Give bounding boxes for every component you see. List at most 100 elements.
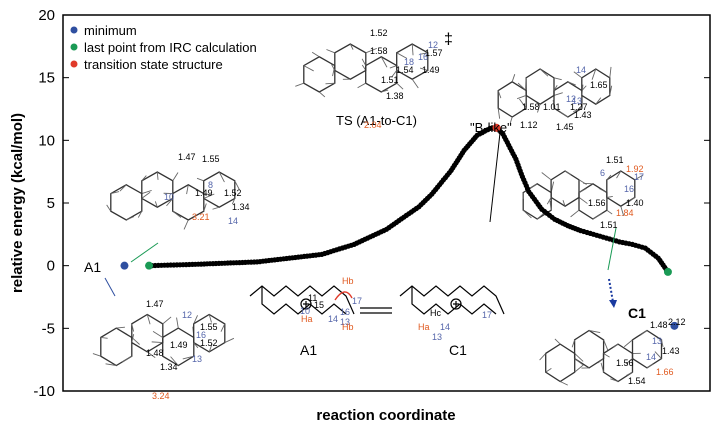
point-transition-state bbox=[492, 123, 501, 132]
bond-length-label: 10 bbox=[300, 306, 310, 316]
bond-length-label: 1.27 bbox=[570, 102, 588, 112]
bond-length-label: 1.51 bbox=[381, 75, 399, 85]
y-tick-label: 20 bbox=[38, 7, 55, 24]
bond-length-label: 10 bbox=[164, 192, 174, 202]
bond-length-label: 1.34 bbox=[232, 202, 250, 212]
bond-length-label: 15 bbox=[314, 300, 324, 310]
a1-point-label: A1 bbox=[84, 259, 101, 275]
bond-length-label: 1.56 bbox=[588, 198, 606, 208]
bond-length-label: 18 bbox=[404, 57, 414, 67]
bond-length-label: 13 bbox=[192, 354, 202, 364]
bond-length-label: 2.04 bbox=[364, 120, 382, 130]
arrow-c1-upper bbox=[607, 227, 617, 271]
legend-label-ts: transition state structure bbox=[84, 57, 223, 72]
bond-length-label: 1.58 bbox=[522, 102, 540, 112]
bond-length-label: 3.24 bbox=[152, 391, 170, 401]
x-axis-label: reaction coordinate bbox=[316, 407, 455, 424]
scheme-c1-label: C1 bbox=[449, 342, 467, 358]
bond-length-label: 16 bbox=[418, 52, 428, 62]
point-minimum bbox=[670, 321, 679, 330]
y-axis: -10 -5 0 5 10 15 20 bbox=[33, 7, 710, 400]
bond-length-label: 1.01 bbox=[543, 102, 561, 112]
structure-b-like bbox=[497, 66, 613, 124]
bond-length-label: 1.45 bbox=[556, 122, 574, 132]
bond-length-label: 1.49 bbox=[170, 340, 188, 350]
bond-length-label: 1.47 bbox=[178, 152, 196, 162]
arrowhead-c1 bbox=[609, 300, 617, 308]
bond-length-label: 17 bbox=[352, 296, 362, 306]
y-tick-label: -5 bbox=[42, 320, 55, 337]
structure-c1-upper bbox=[522, 170, 644, 220]
bond-length-label: 13 bbox=[340, 317, 350, 327]
bond-length-label: 1.34 bbox=[160, 362, 178, 372]
bond-length-label: 12 bbox=[182, 310, 192, 320]
y-tick-label: -10 bbox=[33, 383, 55, 400]
scheme-structure-a1 bbox=[249, 285, 355, 315]
y-tick-label: 0 bbox=[47, 258, 55, 275]
curved-electron-arrow bbox=[334, 291, 353, 301]
bond-length-labels: 1.521.58 1.571.54 1.491.511.382.041216181.… bbox=[146, 28, 686, 401]
bond-length-label: 1.43 bbox=[574, 110, 592, 120]
arrow-c1-dotted bbox=[608, 278, 614, 303]
legend-label-minimum: minimum bbox=[84, 23, 137, 38]
bond-length-label: 1.40 bbox=[626, 198, 644, 208]
bond-length-label: 1.56 bbox=[616, 358, 634, 368]
legend-marker-irc-end bbox=[70, 43, 78, 51]
bond-length-label: 17 bbox=[482, 310, 492, 320]
bond-length-label: Ha bbox=[418, 322, 430, 332]
bond-length-label: 1.43 bbox=[662, 346, 680, 356]
scheme-a1-label: A1 bbox=[300, 342, 317, 358]
point-irc-end bbox=[663, 267, 672, 276]
bond-length-label: 6 bbox=[600, 168, 605, 178]
bond-length-label: 14 bbox=[440, 322, 450, 332]
bond-length-label: 1.66 bbox=[656, 367, 674, 377]
bond-length-label: Ha bbox=[301, 314, 313, 324]
y-tick-label: 10 bbox=[38, 132, 55, 149]
bond-length-label: 11 bbox=[308, 293, 317, 303]
bond-length-label: 1.54 bbox=[396, 65, 414, 75]
bond-length-label: 1.51 bbox=[606, 155, 624, 165]
bond-length-label: 1.52 bbox=[370, 28, 388, 38]
bond-length-label: 1.65 bbox=[590, 80, 608, 90]
bond-length-label: 1.58 bbox=[370, 46, 388, 56]
bond-length-label: 13 bbox=[572, 96, 582, 106]
bond-length-label: 1.54 bbox=[628, 376, 646, 386]
bond-length-label: 1.38 bbox=[386, 91, 404, 101]
molecular-structures bbox=[92, 43, 664, 386]
bond-length-label: 14 bbox=[576, 65, 586, 75]
bond-length-label: 1.49 bbox=[422, 65, 440, 75]
legend-label-irc-end: last point from IRC calculation bbox=[84, 40, 257, 55]
structure-ts bbox=[295, 43, 429, 98]
y-tick-label: 15 bbox=[38, 70, 55, 87]
bond-length-label: 16 bbox=[340, 307, 350, 317]
bond-length-label: 14 bbox=[328, 314, 338, 324]
bond-length-label: 16 bbox=[196, 330, 206, 340]
structure-a1-upper bbox=[106, 171, 240, 230]
bond-length-label: 1.52 bbox=[200, 338, 218, 348]
arrow-b-like bbox=[489, 132, 501, 223]
c1-point-label: C1 bbox=[628, 305, 646, 321]
dagger-symbol: ‡ bbox=[444, 31, 453, 48]
bond-length-label: 14 bbox=[646, 352, 656, 362]
scheme-structure-c1 bbox=[399, 285, 505, 315]
structure-c1-lower bbox=[539, 329, 664, 386]
arrow-a1-lower bbox=[104, 277, 116, 297]
bond-length-label: 1.47 bbox=[146, 299, 164, 309]
ts-label: TS (A1-to-C1) bbox=[336, 113, 417, 128]
bond-length-label: 16 bbox=[624, 184, 634, 194]
y-tick-label: 5 bbox=[47, 195, 55, 212]
bond-length-label: Hb bbox=[342, 322, 354, 332]
y-axis-label: relative energy (kcal/mol) bbox=[9, 113, 26, 293]
bond-length-label: 12 bbox=[566, 94, 576, 104]
bond-length-label: 12 bbox=[428, 40, 438, 50]
bond-length-label: 1.52 bbox=[224, 188, 242, 198]
b-like-label: "B-like" bbox=[470, 120, 512, 135]
bond-length-label: Hb bbox=[342, 276, 354, 286]
point-minimum bbox=[120, 261, 129, 270]
arrow-a1-upper bbox=[130, 242, 159, 263]
bond-length-label: 1.12 bbox=[520, 120, 538, 130]
bond-length-label: 1.48 bbox=[650, 320, 668, 330]
bond-length-label: 1.55 bbox=[202, 154, 220, 164]
legend-marker-minimum bbox=[70, 26, 78, 34]
legend-marker-ts bbox=[70, 60, 78, 68]
